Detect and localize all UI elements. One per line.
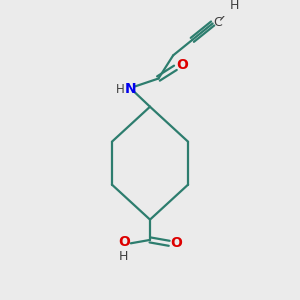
Text: O: O [118,235,130,249]
Text: H: H [119,250,128,262]
Text: O: O [170,236,182,250]
Text: N: N [124,82,136,96]
Text: O: O [176,58,188,72]
Text: H: H [230,0,239,13]
Text: C: C [213,16,222,28]
Text: H: H [116,83,124,96]
